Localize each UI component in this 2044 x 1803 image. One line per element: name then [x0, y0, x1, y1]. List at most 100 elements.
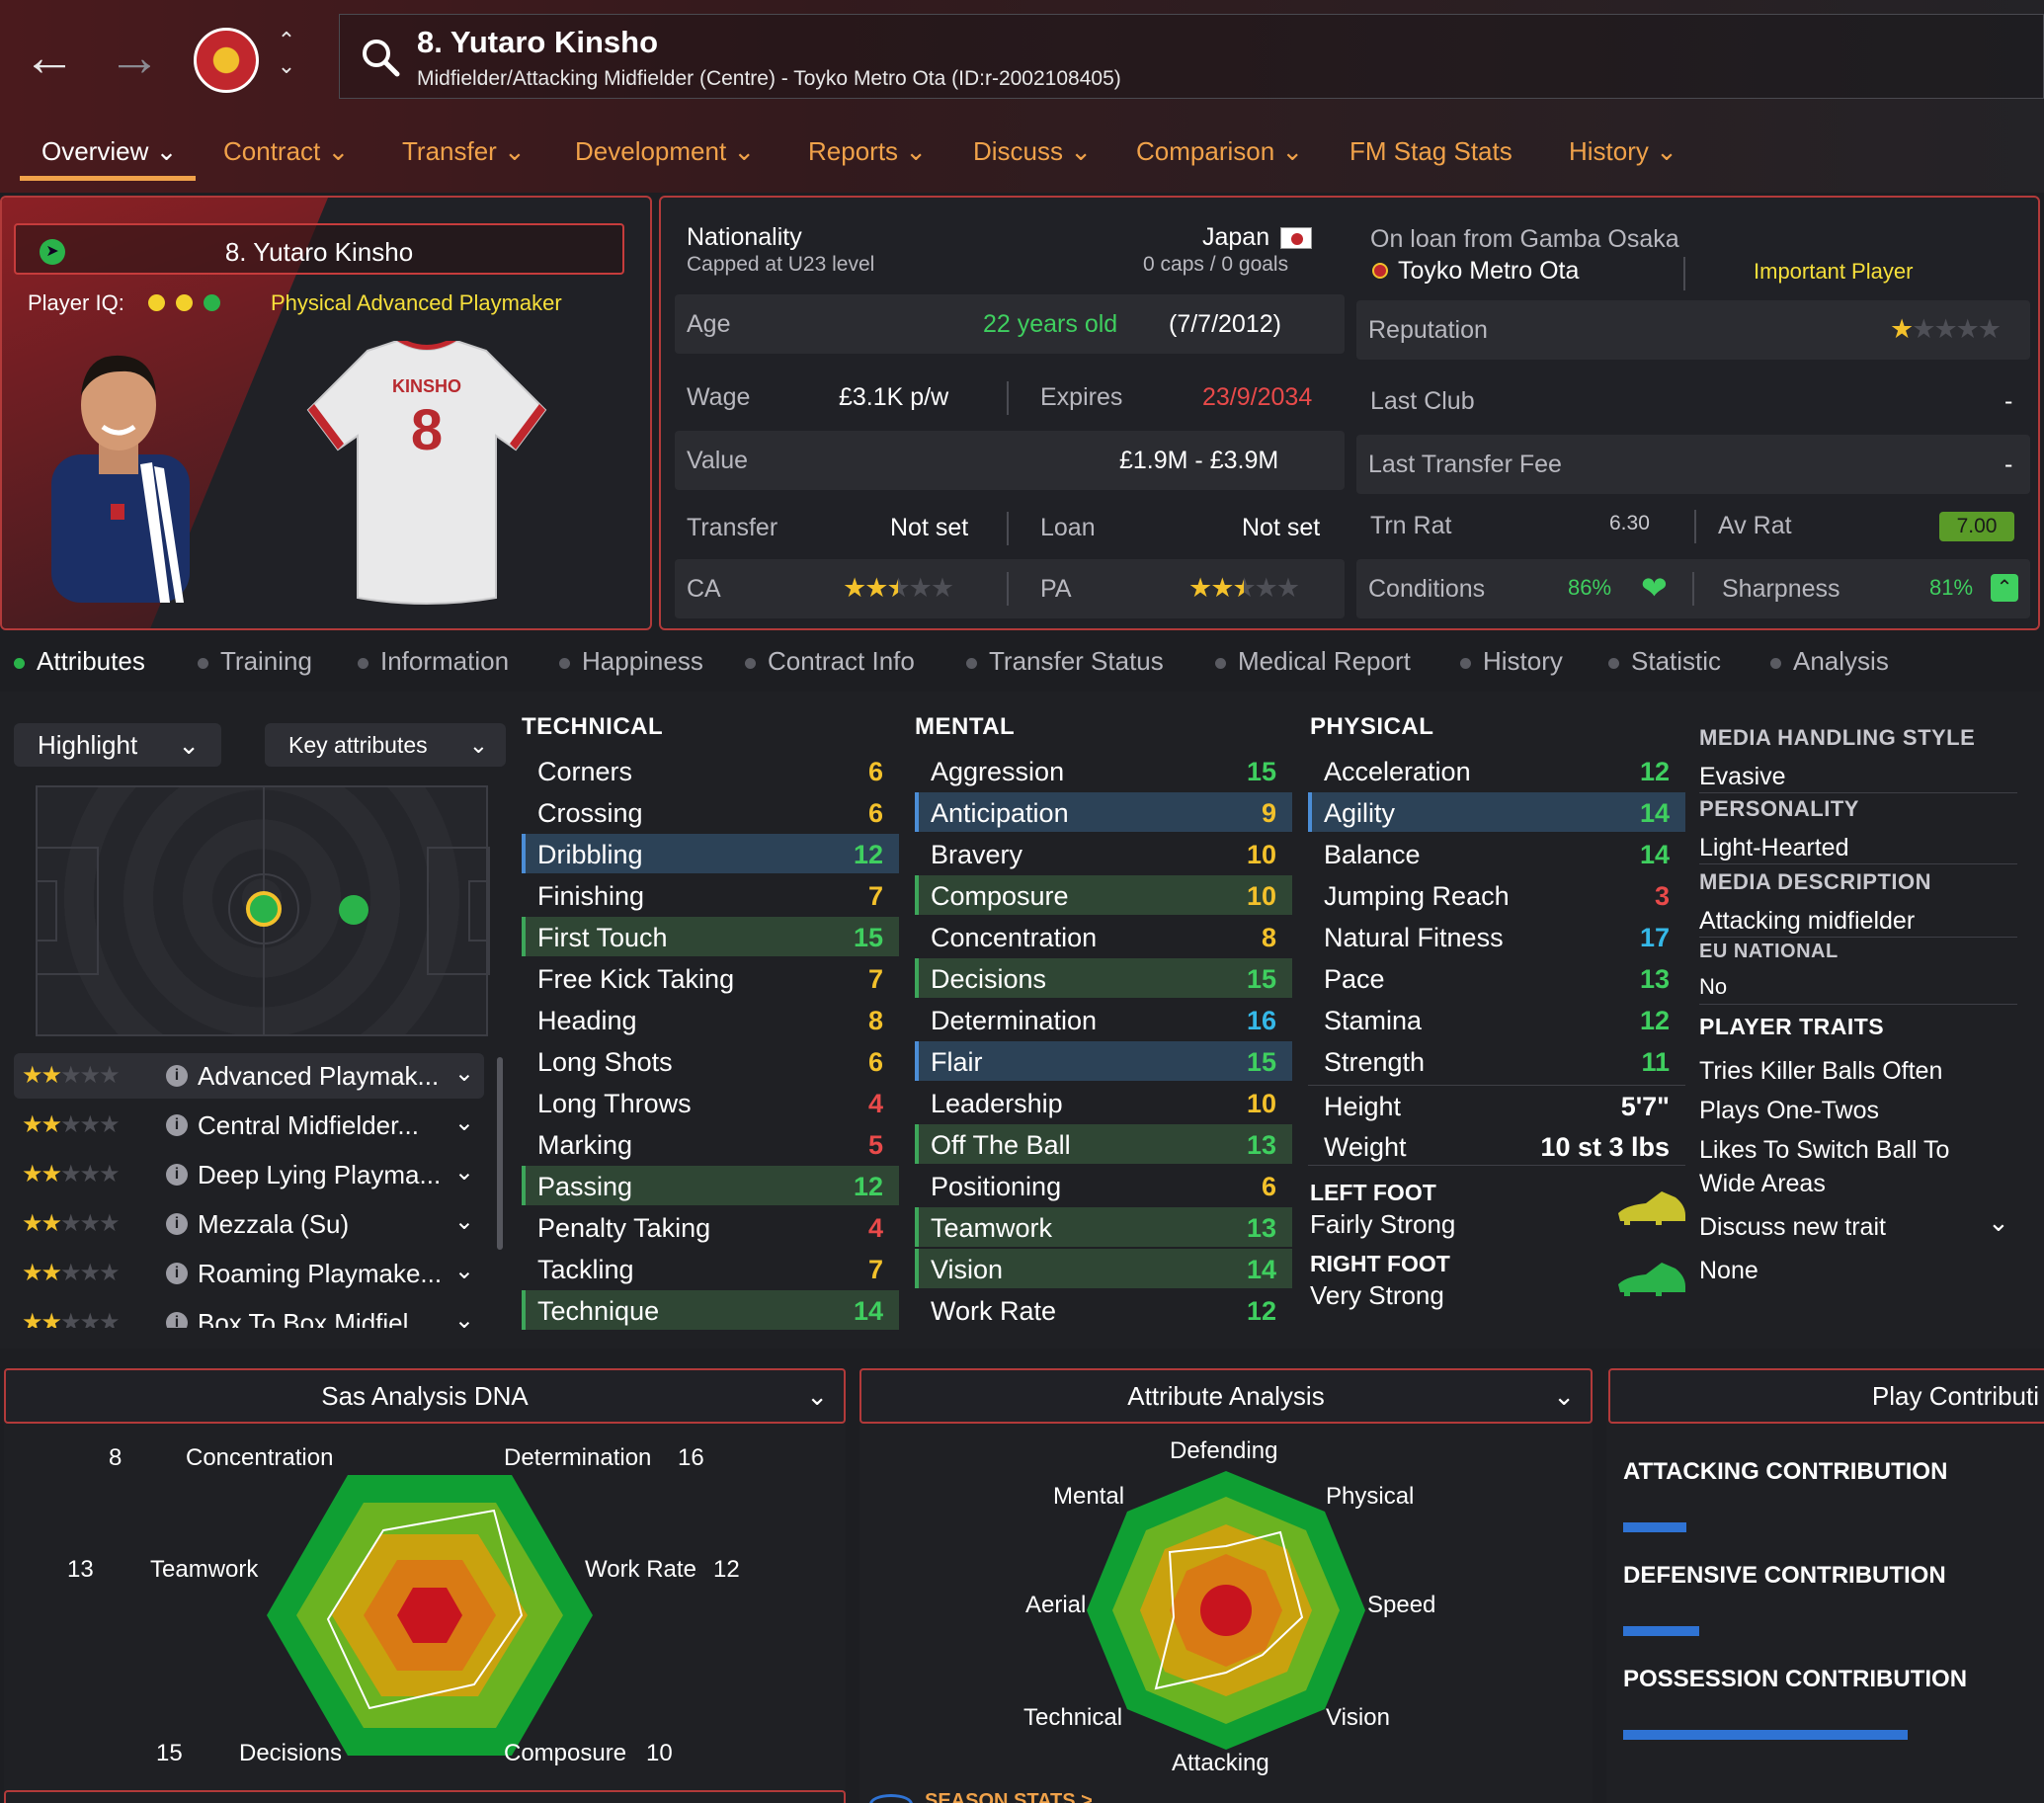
attribute-row[interactable]: Acceleration 12 [1308, 751, 1685, 790]
attribute-row[interactable]: Vision 14 [915, 1249, 1292, 1288]
tab-discuss[interactable]: Discuss ⌄ [973, 136, 1093, 166]
chevron-down-icon[interactable]: ⌄ [453, 1258, 474, 1284]
chevron-down-icon[interactable]: ⌄ [453, 1109, 474, 1136]
attribute-row[interactable]: Stamina 12 [1308, 1000, 1685, 1039]
attribute-row[interactable]: Anticipation 9 [915, 792, 1292, 832]
tab-contract[interactable]: Contract ⌄ [223, 136, 350, 166]
nationality-value: Japan [1202, 223, 1270, 251]
attribute-row[interactable]: Work Rate 12 [915, 1290, 1292, 1330]
accomplished-position-dot[interactable] [339, 895, 368, 925]
attribute-row[interactable]: Technique 14 [522, 1290, 899, 1330]
attribute-row[interactable]: Concentration 8 [915, 917, 1292, 956]
info-icon[interactable]: i [166, 1312, 188, 1328]
back-arrow-icon[interactable]: ← [23, 28, 76, 87]
chevron-down-icon[interactable]: ⌄ [1988, 1207, 2009, 1237]
club-name[interactable]: Toyko Metro Ota [1398, 257, 1580, 285]
club-badge-icon[interactable] [194, 28, 259, 93]
attribute-row[interactable]: Crossing 6 [522, 792, 899, 832]
attribute-row[interactable]: First Touch 15 [522, 917, 899, 956]
chevron-down-icon[interactable]: ⌄ [453, 1060, 474, 1087]
info-icon[interactable]: i [166, 1065, 188, 1087]
attribute-row[interactable]: Off The Ball 13 [915, 1124, 1292, 1164]
tab-comparison[interactable]: Comparison ⌄ [1136, 136, 1304, 166]
play-contribution-dropdown[interactable]: Play Contributi [1608, 1368, 2044, 1424]
loan-from-label[interactable]: On loan from Gamba Osaka [1370, 225, 1679, 253]
attribute-row[interactable]: Composure 10 [915, 875, 1292, 915]
role-item[interactable]: ★★★★★ i Advanced Playmak... ⌄ [14, 1053, 484, 1099]
attribute-row[interactable]: Heading 8 [522, 1000, 899, 1039]
tab-history[interactable]: History ⌄ [1569, 136, 1677, 166]
attribute-row[interactable]: Determination 16 [915, 1000, 1292, 1039]
info-icon[interactable]: i [166, 1263, 188, 1284]
attribute-row[interactable]: Dribbling 12 [522, 834, 899, 873]
attribute-row[interactable]: Long Throws 4 [522, 1083, 899, 1122]
dna-dropdown[interactable]: Sas Analysis DNA ⌄ [4, 1368, 846, 1424]
attribute-value: 5 [867, 1130, 883, 1160]
subtab-statistic[interactable]: Statistic [1608, 646, 1721, 677]
attribute-analysis-panel: Attribute Analysis ⌄ Defending Physical S… [859, 1368, 1593, 1803]
attribute-row[interactable]: Teamwork 13 [915, 1207, 1292, 1247]
discuss-trait-button[interactable]: Discuss new trait [1699, 1213, 1886, 1241]
subtab-training[interactable]: Training [198, 646, 312, 677]
chevron-down-icon[interactable]: ⌄ [453, 1159, 474, 1186]
role-stars: ★★★★★ [22, 1062, 121, 1089]
tab-development[interactable]: Development ⌄ [575, 136, 756, 166]
subtab-contract-info[interactable]: Contract Info [745, 646, 915, 677]
attribute-row[interactable]: Marking 5 [522, 1124, 899, 1164]
chevron-down-icon: ⌄ [806, 1381, 828, 1411]
attribute-row[interactable]: Strength 11 [1308, 1041, 1685, 1081]
attribute-row[interactable]: Leadership 10 [915, 1083, 1292, 1122]
attribute-value: 13 [1246, 1213, 1276, 1243]
attribute-row[interactable]: Long Shots 6 [522, 1041, 899, 1081]
chevron-down-icon[interactable]: ⌄ [453, 1208, 474, 1235]
tab-transfer[interactable]: Transfer ⌄ [402, 136, 526, 166]
info-icon[interactable]: i [166, 1114, 188, 1136]
attribute-row[interactable]: Free Kick Taking 7 [522, 958, 899, 998]
tab-overview[interactable]: Overview ⌄ [41, 136, 178, 166]
attribute-row[interactable]: Positioning 6 [915, 1166, 1292, 1205]
tab-reports[interactable]: Reports ⌄ [808, 136, 928, 166]
role-list-scrollbar[interactable] [497, 1057, 503, 1250]
subtab-happiness[interactable]: Happiness [559, 646, 703, 677]
role-item[interactable]: ★★★★★ i Central Midfielder... ⌄ [14, 1103, 484, 1148]
attribute-row[interactable]: Natural Fitness 17 [1308, 917, 1685, 956]
attribute-row[interactable]: Pace 13 [1308, 958, 1685, 998]
role-item[interactable]: ★★★★★ i Box To Box Midfiel... ⌄ [14, 1300, 484, 1328]
subtab-information[interactable]: Information [358, 646, 509, 677]
attribute-row[interactable]: Bravery 10 [915, 834, 1292, 873]
subtab-history[interactable]: History [1460, 646, 1563, 677]
search-icon[interactable] [360, 37, 401, 78]
attribute-row[interactable]: Agility 14 [1308, 792, 1685, 832]
tab-fm-stag-stats[interactable]: FM Stag Stats [1349, 136, 1513, 166]
attribute-row[interactable]: Aggression 15 [915, 751, 1292, 790]
attribute-value: 16 [1246, 1006, 1276, 1035]
subtab-transfer-status[interactable]: Transfer Status [966, 646, 1164, 677]
subtab-attributes[interactable]: Attributes [14, 646, 145, 677]
attribute-row[interactable]: Flair 15 [915, 1041, 1292, 1081]
attribute-name: Stamina [1324, 1006, 1423, 1035]
subtab-medical-report[interactable]: Medical Report [1215, 646, 1411, 677]
forward-arrow-icon[interactable]: → [108, 28, 161, 87]
role-item[interactable]: ★★★★★ i Deep Lying Playma... ⌄ [14, 1152, 484, 1197]
role-item[interactable]: ★★★★★ i Roaming Playmake... ⌄ [14, 1251, 484, 1296]
subtab-analysis[interactable]: Analysis [1770, 646, 1889, 677]
natural-position-dot[interactable] [246, 891, 282, 927]
attribute-row[interactable]: Jumping Reach 3 [1308, 875, 1685, 915]
season-stats-link[interactable]: SEASON STATS > [925, 1790, 1093, 1803]
key-attributes-dropdown[interactable]: Key attributes ⌄ [265, 723, 506, 767]
chevron-down-icon[interactable]: ⌄ [453, 1307, 474, 1328]
attribute-row[interactable]: Decisions 15 [915, 958, 1292, 998]
highlight-dropdown[interactable]: Highlight ⌄ [14, 723, 221, 767]
attribute-row[interactable]: Corners 6 [522, 751, 899, 790]
attribute-row[interactable]: Passing 12 [522, 1166, 899, 1205]
info-icon[interactable]: i [166, 1164, 188, 1186]
role-item[interactable]: ★★★★★ i Mezzala (Su) ⌄ [14, 1201, 484, 1247]
attribute-analysis-dropdown[interactable]: Attribute Analysis ⌄ [859, 1368, 1593, 1424]
attribute-row[interactable]: Finishing 7 [522, 875, 899, 915]
attribute-row[interactable]: Tackling 7 [522, 1249, 899, 1288]
info-icon[interactable]: i [166, 1213, 188, 1235]
right-goal-box [468, 880, 490, 942]
attribute-row[interactable]: Balance 14 [1308, 834, 1685, 873]
attribute-row[interactable]: Penalty Taking 4 [522, 1207, 899, 1247]
up-down-chevron-icon[interactable]: ⌃ ⌄ [277, 28, 296, 78]
